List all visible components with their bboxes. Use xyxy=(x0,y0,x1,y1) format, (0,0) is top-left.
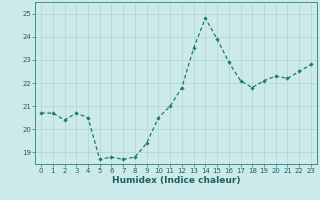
X-axis label: Humidex (Indice chaleur): Humidex (Indice chaleur) xyxy=(112,176,240,185)
